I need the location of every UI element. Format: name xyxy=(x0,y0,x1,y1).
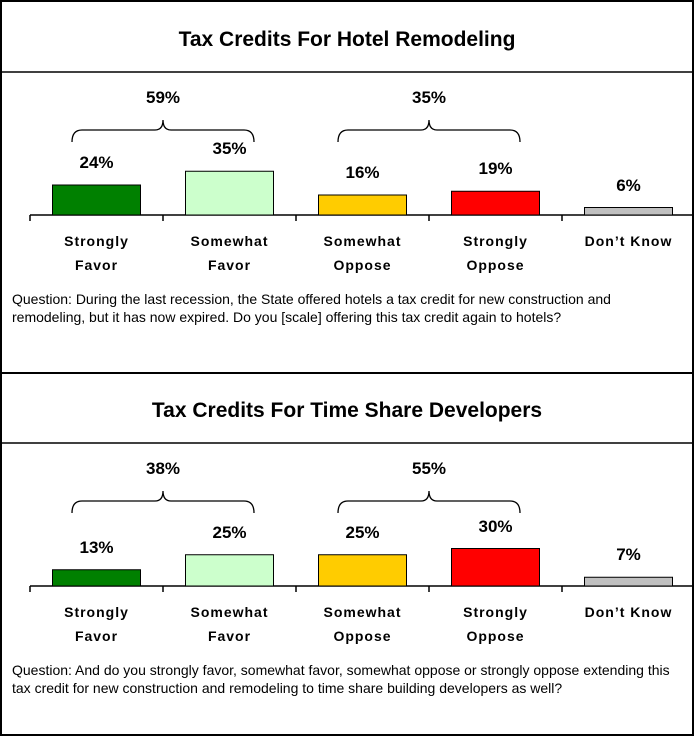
value-label: 25% xyxy=(212,522,247,542)
chart-title: Tax Credits For Hotel Remodeling xyxy=(178,28,516,51)
category-label: Don’t Know xyxy=(584,604,673,620)
bar xyxy=(451,190,540,216)
category-label: Somewhat Favor xyxy=(190,233,269,273)
group-label: 35% xyxy=(411,88,447,107)
category-label: Somewhat Oppose xyxy=(323,233,402,273)
category-label: Strongly Favor xyxy=(64,604,129,644)
bar xyxy=(451,548,540,587)
bar xyxy=(52,569,141,587)
bar xyxy=(584,576,673,587)
group-bracket xyxy=(71,490,255,514)
category-label: Strongly Oppose xyxy=(463,233,528,273)
chart-title: Tax Credits For Time Share Developers xyxy=(151,399,543,422)
question: Question: And do you strongly favor, som… xyxy=(12,662,670,696)
value-label: 25% xyxy=(345,522,380,542)
value-label: 19% xyxy=(478,159,513,179)
value-label: 6% xyxy=(616,175,641,195)
question: Question: During the last recession, the… xyxy=(12,291,611,325)
category-label: Strongly Oppose xyxy=(463,604,528,644)
value-label: 16% xyxy=(345,163,380,182)
bar xyxy=(318,554,407,587)
bar xyxy=(185,170,274,216)
group-bracket xyxy=(337,490,521,514)
bar xyxy=(318,194,407,216)
category-label: Somewhat Favor xyxy=(190,604,269,644)
group-bracket xyxy=(71,119,255,143)
bar xyxy=(584,207,673,216)
value-label: 24% xyxy=(79,153,114,172)
group-label: 38% xyxy=(145,459,181,478)
category-label: Somewhat Oppose xyxy=(323,604,402,644)
category-label: Don’t Know xyxy=(584,233,673,249)
value-label: 35% xyxy=(212,139,247,159)
bar xyxy=(52,184,141,216)
group-label: 59% xyxy=(145,88,181,107)
bar xyxy=(185,554,274,587)
group-label: 55% xyxy=(411,459,447,478)
group-bracket xyxy=(337,119,521,143)
value-label: 7% xyxy=(616,545,641,565)
category-label: Strongly Favor xyxy=(64,233,129,273)
value-label: 13% xyxy=(79,537,114,557)
value-label: 30% xyxy=(478,516,513,536)
